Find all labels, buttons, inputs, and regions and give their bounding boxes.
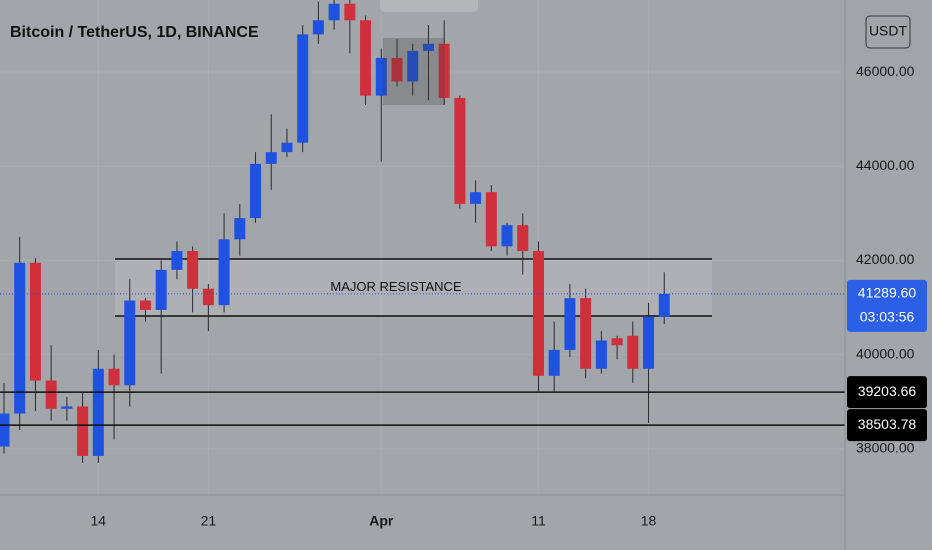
currency-label[interactable]: USDT bbox=[869, 23, 908, 39]
candle-body bbox=[517, 225, 529, 252]
candle-body bbox=[77, 406, 89, 456]
candle-body bbox=[422, 43, 434, 51]
candle-body bbox=[532, 251, 544, 376]
candle-body bbox=[29, 262, 41, 381]
candle-body bbox=[611, 338, 623, 346]
candle-body bbox=[124, 300, 136, 386]
candle-body bbox=[202, 288, 214, 306]
candle-body bbox=[454, 97, 466, 204]
candle-body bbox=[548, 349, 560, 376]
currency-button[interactable] bbox=[865, 15, 911, 49]
candle-body bbox=[627, 335, 639, 369]
candle-body bbox=[658, 293, 670, 317]
level-label: 39203.66 bbox=[858, 383, 917, 399]
x-tick-label: 21 bbox=[201, 513, 217, 529]
x-tick-label: 18 bbox=[641, 513, 657, 529]
x-tick-label: Apr bbox=[369, 513, 394, 529]
candle-body bbox=[139, 300, 151, 310]
candle-body bbox=[485, 192, 497, 247]
candle-body bbox=[438, 43, 450, 98]
candle-body bbox=[407, 50, 419, 82]
candle-body bbox=[281, 142, 293, 153]
tooltip bbox=[380, 0, 478, 12]
x-tick-label: 14 bbox=[91, 513, 107, 529]
y-tick-label: 42000.00 bbox=[856, 251, 915, 267]
y-tick-label: 40000.00 bbox=[856, 345, 915, 361]
level-label: 38503.78 bbox=[858, 416, 917, 432]
candle-body bbox=[187, 251, 199, 289]
current-price-label: 41289.60 bbox=[858, 285, 917, 301]
candle-body bbox=[218, 239, 230, 306]
candle-body bbox=[297, 34, 309, 143]
candle-body bbox=[360, 20, 372, 96]
current-price-box bbox=[847, 279, 927, 332]
candle-body bbox=[375, 57, 387, 96]
candle-body bbox=[595, 340, 607, 369]
candle-body bbox=[45, 380, 57, 409]
candle-body bbox=[391, 57, 403, 82]
y-tick-label: 38000.00 bbox=[856, 440, 915, 456]
candle-body bbox=[250, 163, 262, 219]
candle-body bbox=[580, 298, 592, 369]
candle-body bbox=[234, 218, 246, 240]
countdown-label: 03:03:56 bbox=[860, 309, 915, 325]
candle-body bbox=[501, 225, 513, 247]
x-tick-label: 11 bbox=[531, 513, 546, 529]
candle-body bbox=[564, 298, 576, 350]
resistance-zone bbox=[115, 259, 712, 317]
highlight-box bbox=[383, 38, 445, 105]
candle-body bbox=[171, 251, 183, 270]
candle-body bbox=[61, 406, 73, 409]
candle-body bbox=[328, 3, 340, 21]
chart-title: Bitcoin / TetherUS, 1D, BINANCE bbox=[10, 24, 259, 41]
level-label-box bbox=[847, 376, 927, 409]
candle-body bbox=[108, 368, 120, 386]
candle-body bbox=[265, 152, 277, 164]
candle-body bbox=[344, 3, 356, 21]
plot: MAJOR RESISTANCE bbox=[0, 0, 845, 463]
y-tick-label: 46000.00 bbox=[856, 63, 915, 79]
level-label-box bbox=[847, 409, 927, 442]
candle-body bbox=[14, 262, 26, 414]
candle-body bbox=[312, 20, 324, 35]
candle-body bbox=[92, 368, 104, 456]
candle-body bbox=[643, 316, 655, 369]
candle-body bbox=[0, 413, 10, 447]
candle-body bbox=[155, 269, 167, 310]
zone-label: MAJOR RESISTANCE bbox=[330, 279, 462, 294]
candle-body bbox=[470, 192, 482, 204]
y-tick-label: 44000.00 bbox=[856, 157, 915, 173]
